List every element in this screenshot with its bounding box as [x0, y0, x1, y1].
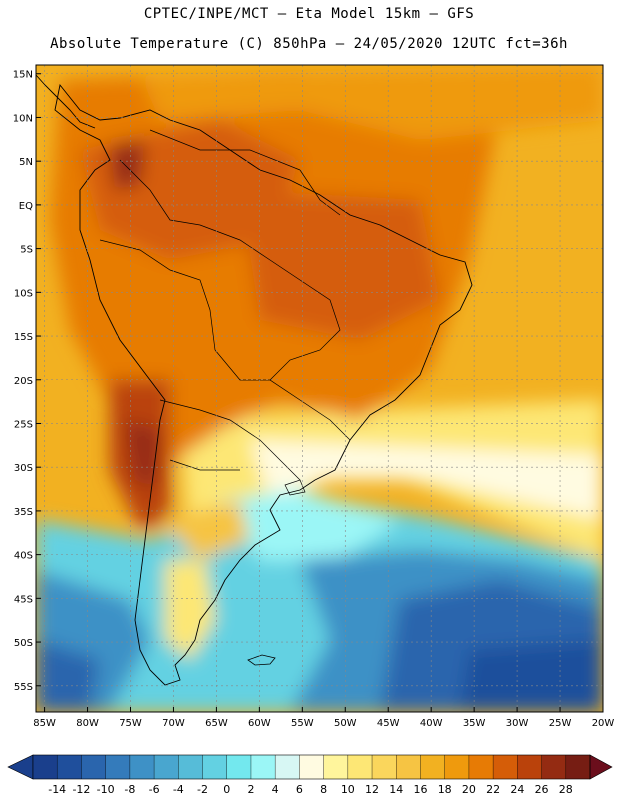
- field-cyan-light: [220, 490, 400, 560]
- colorbar-swatch: [57, 755, 82, 779]
- colorbar-swatch: [565, 755, 591, 779]
- colorbar-swatch: [347, 755, 373, 779]
- colorbar-label: 20: [462, 783, 476, 796]
- colorbar-swatch: [468, 755, 494, 779]
- colorbar-swatch: [372, 755, 397, 779]
- colorbar-frame: [32, 754, 591, 780]
- colorbar-label: 24: [510, 783, 524, 796]
- colorbar-label: -6: [149, 783, 160, 796]
- colorbar-label: 14: [389, 783, 403, 796]
- colorbar-label: 10: [341, 783, 355, 796]
- lon-label: 65W: [205, 718, 228, 729]
- field-blue-se-3: [460, 640, 603, 712]
- lat-label: 40S: [14, 551, 33, 562]
- lon-label: 30W: [506, 718, 529, 729]
- lon-label: 50W: [334, 718, 357, 729]
- colorbar-label: -12: [72, 783, 90, 796]
- colorbar-swatch: [323, 755, 349, 779]
- field-light-yellow: [180, 400, 603, 560]
- colorbar-swatch: [81, 755, 106, 779]
- colorbar-swatch: [299, 755, 324, 779]
- colorbar-label: 12: [365, 783, 379, 796]
- colorbar-swatch: [275, 755, 300, 779]
- lat-label: 50S: [14, 638, 33, 649]
- colorbar-swatch: [541, 755, 567, 779]
- lat-label: EQ: [19, 201, 33, 212]
- country-borders: [99, 129, 351, 481]
- lat-label: 15S: [14, 332, 33, 343]
- colorbar-label: 8: [320, 783, 327, 796]
- colorbar-label: 0: [223, 783, 230, 796]
- lon-label: 80W: [76, 718, 99, 729]
- colorbar-label: 2: [247, 783, 254, 796]
- colorbar-swatch: [154, 755, 179, 779]
- colorbar-swatch: [444, 755, 470, 779]
- colorbar-label: -14: [48, 783, 66, 796]
- lon-label: 85W: [33, 718, 56, 729]
- colorbar-swatch: [517, 755, 542, 779]
- colorbar: -14 -12 -10 -8 -6 -4 -2 0 2 4 6 8 10 12 14 16 18 20 22 24 26…: [7, 754, 613, 796]
- lat-label: 30S: [14, 463, 33, 474]
- lon-label: 60W: [248, 718, 271, 729]
- lon-label: 45W: [377, 718, 400, 729]
- lat-label: 45S: [14, 594, 33, 605]
- coastline-central-america: [36, 74, 96, 129]
- coastline-south-america: [54, 83, 473, 686]
- lon-label: 40W: [420, 718, 443, 729]
- colorbar-label: 16: [413, 783, 427, 796]
- lat-label: 55S: [14, 682, 33, 693]
- lat-label: 10S: [14, 288, 33, 299]
- colorbar-right-arrow: [589, 754, 613, 780]
- lon-label: 35W: [463, 718, 486, 729]
- colorbar-swatch: [250, 755, 276, 779]
- colorbar-label: 22: [486, 783, 500, 796]
- lat-label: 35S: [14, 507, 33, 518]
- field-andes-darkest: [125, 420, 160, 490]
- lat-label: 15N: [13, 70, 33, 81]
- colorbar-label: 6: [296, 783, 303, 796]
- field-peak-1: [110, 140, 145, 190]
- lat-label: 20S: [14, 376, 33, 387]
- colorbar-label: 18: [438, 783, 452, 796]
- colorbar-label: 28: [559, 783, 573, 796]
- colorbar-label: -10: [97, 783, 115, 796]
- falkland-islands: [247, 654, 276, 666]
- lon-label: 70W: [162, 718, 185, 729]
- lon-label: 55W: [291, 718, 314, 729]
- colorbar-swatch: [129, 755, 155, 779]
- colorbar-swatch: [493, 755, 518, 779]
- field-dark-core-2: [240, 190, 440, 340]
- lon-label: 75W: [119, 718, 142, 729]
- colorbar-swatch: [396, 755, 421, 779]
- field-warm-ribbon: [160, 500, 250, 560]
- lat-label: 10N: [13, 113, 33, 124]
- lagoon: [284, 479, 306, 496]
- lon-label: 25W: [549, 718, 572, 729]
- field-orange-upper: [140, 65, 603, 140]
- title-line-1: CPTEC/INPE/MCT – Eta Model 15km – GFS: [143, 6, 475, 22]
- lat-label: 25S: [14, 419, 33, 430]
- colorbar-swatch: [202, 755, 228, 779]
- colorbar-swatch: [420, 755, 445, 779]
- field-yellow-patagonia: [165, 560, 215, 660]
- lat-label: 5N: [19, 157, 33, 168]
- colorbar-swatch: [226, 755, 252, 779]
- colorbar-swatch: [105, 755, 131, 779]
- colorbar-label: -8: [124, 783, 135, 796]
- field-pale-cream: [250, 440, 603, 520]
- colorbar-left-arrow: [7, 754, 34, 780]
- lon-label: 20W: [592, 718, 615, 729]
- colorbar-label: 26: [535, 783, 549, 796]
- title-line-2: Absolute Temperature (C) 850hPa – 24/05/…: [50, 36, 568, 52]
- lat-label: 5S: [20, 245, 33, 256]
- colorbar-swatch: [33, 755, 58, 779]
- field-blue-sw: [36, 640, 100, 712]
- colorbar-label: -4: [173, 783, 184, 796]
- colorbar-label: -2: [197, 783, 208, 796]
- map-frame: [35, 64, 604, 713]
- colorbar-label: 4: [272, 783, 279, 796]
- colorbar-swatch: [178, 755, 203, 779]
